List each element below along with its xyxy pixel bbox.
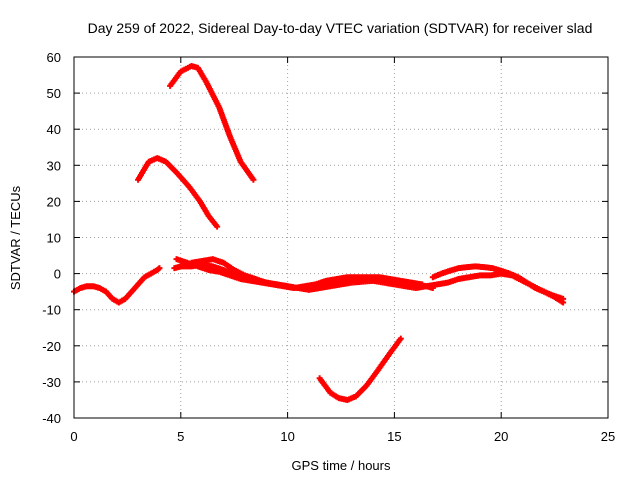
series-arc-low <box>316 335 404 403</box>
y-tick-label: 50 <box>47 86 61 101</box>
y-tick-label: -20 <box>42 339 61 354</box>
x-tick-label: 10 <box>280 429 294 444</box>
y-tick-label: 10 <box>47 231 61 246</box>
y-tick-label: 30 <box>47 158 61 173</box>
x-axis-title: GPS time / hours <box>292 458 391 473</box>
data-points <box>71 63 567 403</box>
y-tick-label: 60 <box>47 50 61 65</box>
x-tick-label: 25 <box>601 429 615 444</box>
y-tick-label: -30 <box>42 375 61 390</box>
y-tick-label: 0 <box>54 267 61 282</box>
data-point <box>560 295 567 302</box>
x-tick-label: 5 <box>177 429 184 444</box>
series-arc-high-1 <box>167 63 257 183</box>
data-point <box>397 335 404 342</box>
x-tick-label: 15 <box>387 429 401 444</box>
chart-title: Day 259 of 2022, Sidereal Day-to-day VTE… <box>88 20 593 36</box>
y-axis-title: SDTVAR / TECUs <box>8 185 23 290</box>
x-tick-label: 20 <box>494 429 508 444</box>
y-tick-label: 40 <box>47 122 61 137</box>
grid-lines <box>74 57 608 418</box>
data-point <box>156 265 163 272</box>
data-point <box>214 223 221 230</box>
x-tick-label: 0 <box>70 429 77 444</box>
y-tick-label: 20 <box>47 194 61 209</box>
axes: 0 5 10 15 20 25 -40 -30 -20 -10 0 10 20 30 40 50 60 <box>42 50 615 444</box>
y-tick-label: -40 <box>42 411 61 426</box>
y-tick-label: -10 <box>42 303 61 318</box>
series-baseline-a <box>71 265 163 306</box>
series-arc-high-2 <box>135 155 221 230</box>
data-point <box>250 176 257 183</box>
series-baseline-e <box>429 263 567 302</box>
